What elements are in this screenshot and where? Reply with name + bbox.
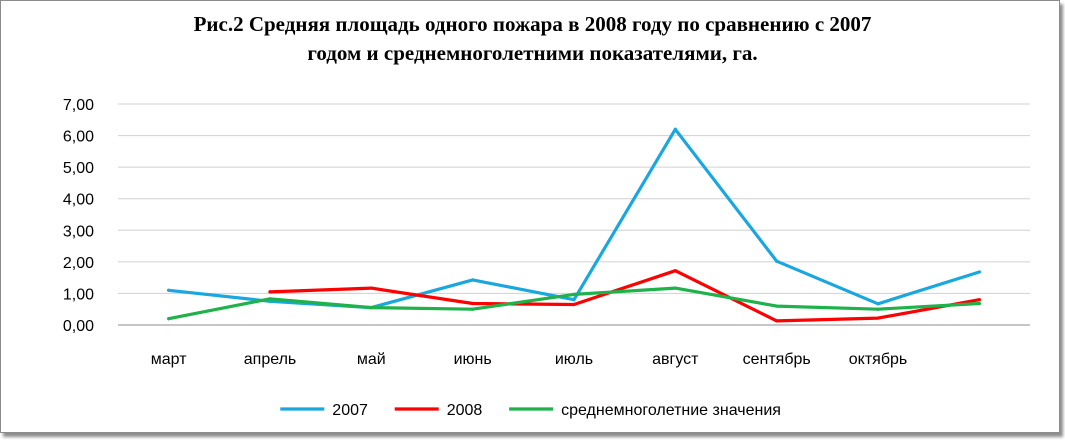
series-line-0: [167, 127, 981, 310]
data-point: [876, 307, 880, 311]
data-point: [167, 288, 171, 292]
y-tick-label: 7,00: [63, 97, 94, 114]
data-point: [572, 298, 576, 302]
data-point: [876, 316, 880, 320]
chart-title-line-1: Рис.2 Средняя площадь одного пожара в 20…: [193, 12, 872, 36]
legend-label-0: 2007: [332, 402, 368, 419]
y-tick-label: 2,00: [63, 255, 94, 272]
data-point: [977, 298, 981, 302]
data-point: [167, 317, 171, 321]
data-point: [572, 302, 576, 307]
data-point: [369, 306, 373, 310]
data-point: [369, 286, 373, 290]
data-point: [673, 286, 677, 290]
y-tick-label: 0,00: [63, 318, 94, 335]
data-point: [977, 270, 981, 274]
series-lines: [167, 127, 981, 323]
x-tick-label: май: [357, 351, 386, 368]
x-tick-label: апрель: [244, 351, 297, 368]
data-point: [673, 269, 677, 273]
y-tick-label: 6,00: [63, 129, 94, 146]
legend: 2007 2008 среднемноголетние значения: [280, 402, 781, 419]
x-tick-label: июнь: [454, 351, 492, 368]
x-tick-label: март: [151, 351, 187, 368]
series-line-1: [268, 269, 981, 323]
x-tick-label: октябрь: [849, 351, 907, 368]
y-tick-label: 3,00: [63, 223, 94, 240]
chart-title: Рис.2 Средняя площадь одного пожара в 20…: [0, 10, 1065, 68]
legend-label-1: 2008: [447, 402, 483, 419]
chart-frame: [0, 0, 1060, 433]
data-point: [471, 307, 475, 311]
x-tick-label: сентябрь: [743, 351, 811, 368]
data-point: [572, 292, 576, 296]
x-tick-label: июль: [555, 351, 593, 368]
data-point: [673, 127, 677, 131]
data-point: [471, 278, 475, 282]
y-axis-tick-labels: 0,00 1,00 2,00 3,00 4,00 5,00 6,00 7,00: [63, 97, 94, 335]
x-tick-label: август: [652, 351, 699, 368]
y-tick-label: 1,00: [63, 286, 94, 303]
gridlines: [118, 103, 1030, 326]
data-point: [977, 301, 981, 306]
data-point: [775, 319, 779, 323]
y-tick-label: 4,00: [63, 192, 94, 209]
y-tick-label: 5,00: [63, 160, 94, 177]
data-point: [268, 290, 272, 294]
data-point: [775, 304, 779, 308]
data-point: [775, 259, 779, 263]
data-point: [876, 302, 880, 306]
data-point: [471, 301, 475, 306]
chart-title-line-2: годом и среднемноголетними показателями,…: [307, 41, 758, 65]
data-point: [268, 297, 272, 301]
x-axis-tick-labels: март апрель май июнь июль август сентябрь октяб…: [151, 351, 907, 368]
legend-label-2: среднемноголетние значения: [561, 402, 781, 419]
